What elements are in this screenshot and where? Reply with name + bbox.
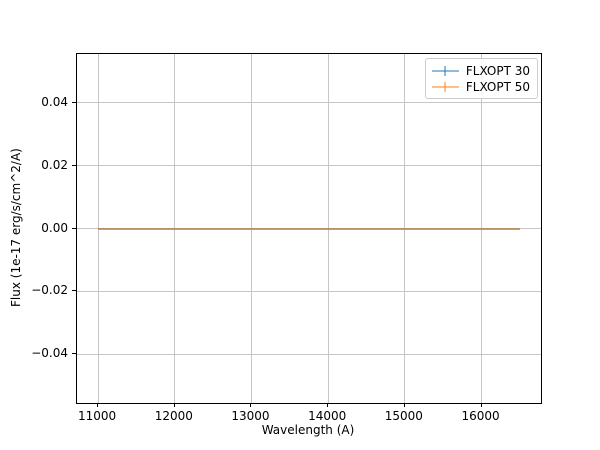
y-tick-mark [72, 227, 76, 229]
x-tick-label: 13000 [231, 409, 270, 423]
x-tick-label: 14000 [308, 409, 347, 423]
y-tick-label: 0.00 [41, 220, 68, 235]
y-gridline [77, 353, 541, 355]
errorbar-handle-icon [431, 64, 459, 78]
x-tick-mark [480, 403, 482, 407]
legend-label: FLXOPT 30 [465, 63, 530, 78]
x-tick-mark [173, 403, 175, 407]
y-tick-label: 0.04 [41, 94, 68, 109]
errorbar-handle-icon [431, 80, 459, 94]
y-tick-label: −0.04 [31, 346, 68, 361]
y-tick-label: 0.02 [41, 157, 68, 172]
errorbar-vline [444, 65, 447, 76]
y-tick-mark [72, 101, 76, 103]
y-tick-mark [72, 290, 76, 292]
x-tick-mark [403, 403, 405, 407]
x-axis-label: Wavelength (A) [261, 423, 355, 437]
x-tick-label: 16000 [461, 409, 500, 423]
x-tick-mark [327, 403, 329, 407]
x-tick-label: 11000 [77, 409, 117, 423]
legend-entry: FLXOPT 50 [431, 79, 530, 94]
legend-label: FLXOPT 50 [465, 79, 530, 94]
series-line-2 [98, 227, 520, 230]
x-tick-mark [250, 403, 252, 407]
x-tick-mark [97, 403, 99, 407]
plot-area [76, 53, 542, 404]
errorbar-vline [444, 81, 447, 92]
x-tick-label: 12000 [154, 409, 193, 423]
legend: FLXOPT 30 FLXOPT 50 [424, 58, 538, 99]
y-gridline [77, 290, 541, 292]
x-tick-label: 15000 [384, 409, 423, 423]
y-tick-mark [72, 164, 76, 166]
y-tick-mark [72, 353, 76, 355]
y-gridline [77, 165, 541, 167]
y-axis-label: Flux (1e-17 erg/s/cm^2/A) [9, 148, 23, 307]
y-gridline [77, 102, 541, 104]
y-tick-label: −0.02 [31, 283, 68, 298]
legend-entry: FLXOPT 30 [431, 63, 530, 78]
